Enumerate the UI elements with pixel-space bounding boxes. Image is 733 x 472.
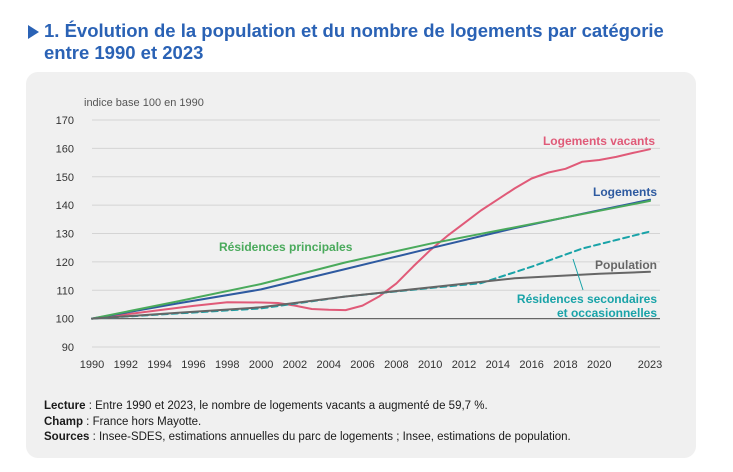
- x-tick-label: 2000: [249, 359, 273, 371]
- label-population: Population: [595, 258, 657, 272]
- x-tick-label: 1994: [147, 359, 171, 371]
- note-lecture-text: : Entre 1990 et 2023, le nombre de logem…: [85, 400, 488, 412]
- x-tick-label: 2006: [350, 359, 374, 371]
- x-tick-label: 2010: [418, 359, 442, 371]
- x-tick-label: 2014: [486, 359, 510, 371]
- y-tick-label: 120: [56, 257, 74, 269]
- x-tick-label: 2023: [638, 359, 662, 371]
- note-sources-text: : Insee-SDES, estimations annuelles du p…: [89, 431, 571, 443]
- y-tick-label: 140: [56, 200, 74, 212]
- series-line-0: [91, 148, 651, 320]
- x-tick-label: 2020: [587, 359, 611, 371]
- label-leader-line: [572, 258, 584, 291]
- y-tick-label: 130: [56, 229, 74, 241]
- x-tick-label: 2008: [384, 359, 408, 371]
- y-tick-label: 110: [56, 285, 74, 297]
- x-tick-label: 2002: [283, 359, 307, 371]
- label-logements-vacants: Logements vacants: [543, 134, 655, 148]
- y-tick-label: 150: [56, 172, 74, 184]
- x-tick-label: 2012: [452, 359, 476, 371]
- label-logements: Logements: [593, 185, 657, 199]
- y-tick-label: 100: [56, 314, 74, 326]
- y-tick-label: 90: [62, 342, 74, 354]
- note-champ-label: Champ: [44, 415, 83, 428]
- note-lecture: Lecture : Entre 1990 et 2023, le nombre …: [44, 399, 571, 415]
- x-tick-label: 1992: [114, 359, 138, 371]
- x-tick-label: 1990: [80, 359, 104, 371]
- y-axis-title: indice base 100 en 1990: [84, 97, 204, 109]
- x-tick-label: 2016: [519, 359, 543, 371]
- x-tick-label: 1998: [215, 359, 239, 371]
- x-tick-label: 2004: [316, 359, 340, 371]
- note-sources-label: Sources: [44, 431, 90, 443]
- series-line-4: [91, 270, 651, 320]
- y-tick-label: 170: [56, 115, 74, 127]
- note-champ-text: : France hors Mayotte.: [82, 415, 202, 428]
- label-residences-secondaires: Résidences secondaires: [517, 292, 657, 306]
- note-champ: Champ : France hors Mayotte.: [44, 415, 571, 431]
- x-tick-label: 2018: [553, 359, 577, 371]
- label-residences-principales: Résidences principales: [219, 240, 353, 254]
- chart-title: 1. Évolution de la population et du nomb…: [44, 20, 664, 63]
- arrow-right-icon: [28, 25, 39, 39]
- x-tick-label: 1996: [181, 359, 205, 371]
- series-line-2: [91, 199, 651, 320]
- label-residences-occasionnelles: et occasionnelles: [557, 306, 657, 320]
- chart-notes: Lecture : Entre 1990 et 2023, le nombre …: [44, 399, 571, 446]
- note-sources: Sources : Insee-SDES, estimations annuel…: [44, 430, 571, 446]
- y-tick-label: 160: [56, 143, 74, 155]
- note-lecture-label: Lecture: [44, 400, 86, 412]
